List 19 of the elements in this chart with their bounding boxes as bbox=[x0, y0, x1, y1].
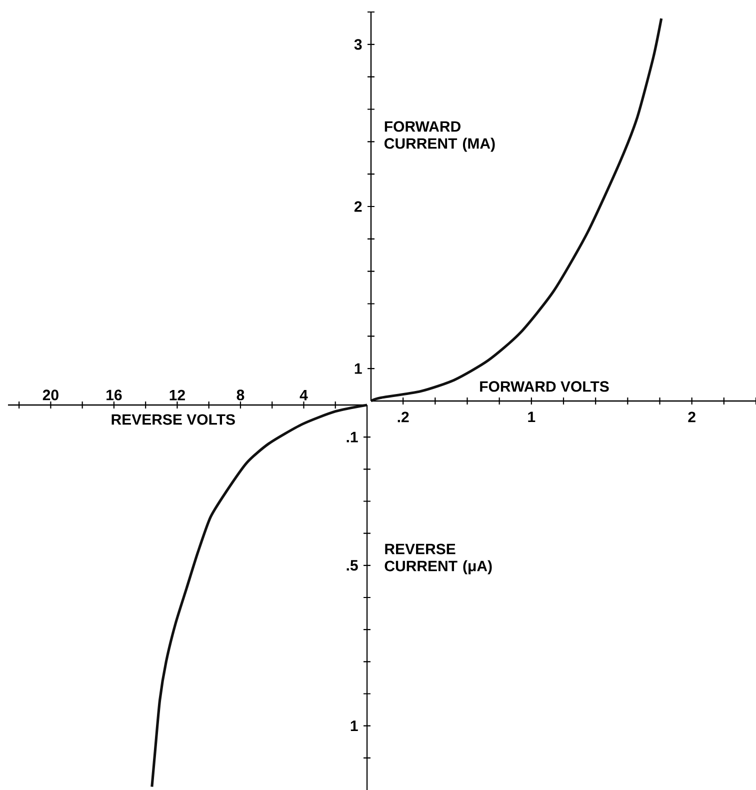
line-series bbox=[370, 17, 663, 402]
x-tick-label: .2 bbox=[398, 412, 409, 422]
y-tick-label: .1 bbox=[346, 432, 358, 442]
x-tick-label: 4 bbox=[300, 390, 308, 400]
x-tick-label: 12 bbox=[170, 390, 185, 400]
y-tick-label: 1 bbox=[354, 363, 362, 374]
y-axis-title: REVERSE CURRENT (μA) bbox=[384, 544, 492, 574]
y-tick-label: 1 bbox=[350, 720, 358, 731]
y-axis-title: FORWARD CURRENT (MA) bbox=[384, 121, 495, 152]
x-tick-label: 1 bbox=[528, 412, 536, 422]
x-axis-title: REVERSE VOLTS bbox=[112, 414, 235, 425]
y-tick-label: .5 bbox=[346, 560, 358, 571]
y-tick-label: 3 bbox=[354, 39, 362, 50]
x-tick-label: 16 bbox=[106, 390, 122, 400]
y-tick-label: 2 bbox=[354, 201, 362, 212]
x-tick-label: 2 bbox=[688, 412, 696, 422]
x-tick-label: 8 bbox=[236, 390, 244, 400]
x-axis-title: FORWARD VOLTS bbox=[480, 381, 609, 392]
x-tick-label: 20 bbox=[42, 390, 58, 400]
